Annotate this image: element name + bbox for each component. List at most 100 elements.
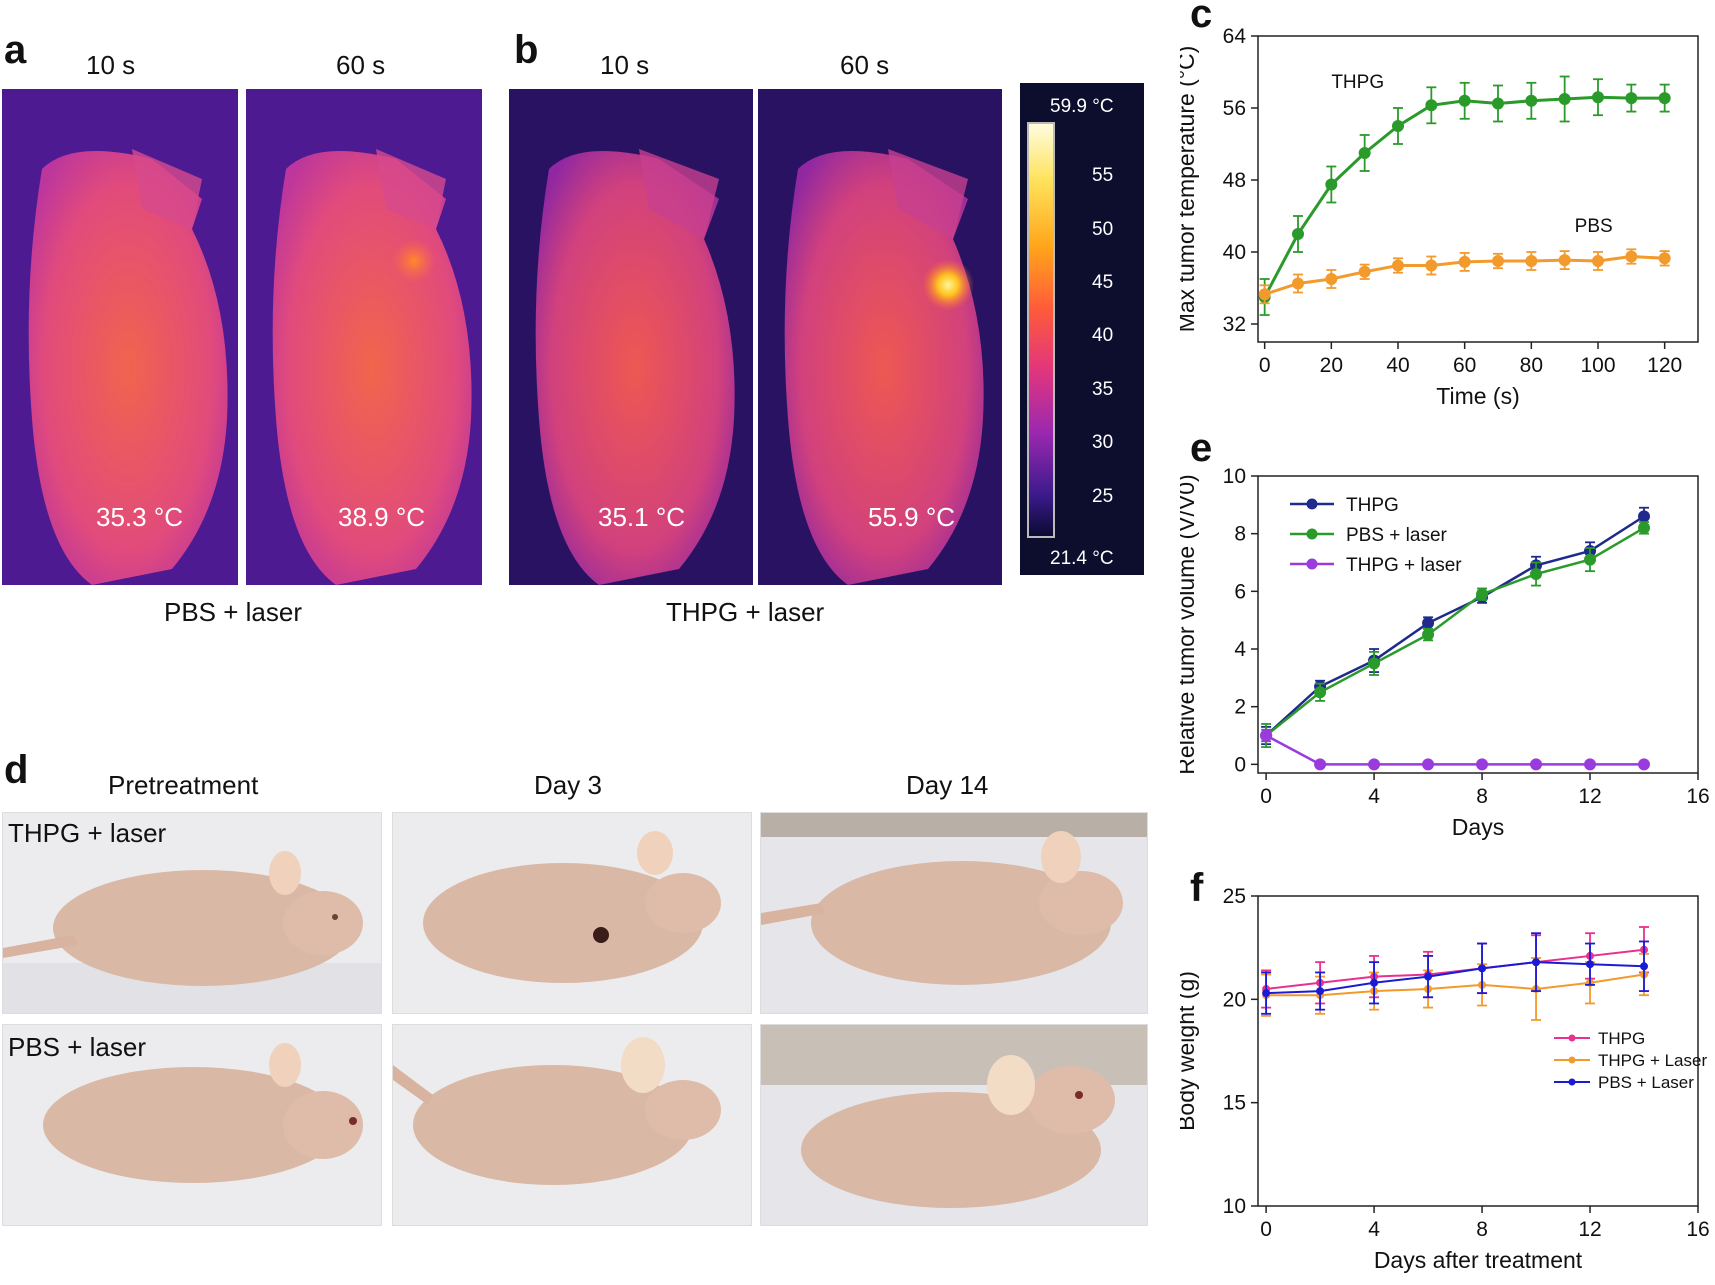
panel-d-column-label-3: Day 14 xyxy=(906,770,989,800)
x-tick-label: 120 xyxy=(1647,354,1682,377)
x-tick-label: 8 xyxy=(1476,785,1488,808)
data-point xyxy=(1424,972,1433,981)
panel-label-a: a xyxy=(4,28,27,72)
data-point xyxy=(1425,259,1438,272)
annotation-thpg: THPG xyxy=(1331,72,1384,93)
panel-d-row-label-2: PBS + laser xyxy=(8,1032,147,1062)
legend-label: THPG xyxy=(1598,1029,1645,1048)
data-point xyxy=(1314,686,1327,699)
panel-b-temp-label-2: 55.9 °C xyxy=(868,502,956,532)
x-tick-label: 12 xyxy=(1578,785,1601,808)
data-point xyxy=(1260,729,1273,742)
legend-marker xyxy=(1306,558,1318,570)
x-axis-label: Time (s) xyxy=(1436,383,1519,409)
data-point xyxy=(1658,252,1671,265)
data-point xyxy=(1358,147,1371,159)
data-point xyxy=(1458,94,1471,107)
data-point xyxy=(1422,758,1435,771)
data-point xyxy=(1458,255,1471,268)
y-tick-label: 64 xyxy=(1223,25,1247,48)
series-line xyxy=(1265,526,1645,737)
thermal-image-thpg-10s xyxy=(509,89,753,585)
x-tick-label: 4 xyxy=(1368,1218,1380,1241)
y-axis-label: Body weight (g) xyxy=(1180,971,1199,1131)
data-point xyxy=(1325,178,1338,191)
y-tick-label: 15 xyxy=(1223,1092,1246,1115)
data-point xyxy=(1638,521,1651,534)
colorbar-tick: 35 xyxy=(1092,379,1114,400)
legend-marker xyxy=(1568,1034,1576,1042)
colorbar-tick: 55 xyxy=(1092,165,1114,186)
data-point xyxy=(1368,657,1381,670)
legend-marker xyxy=(1306,498,1318,510)
data-point xyxy=(1525,255,1538,267)
mouse-photo-pbs-day3 xyxy=(392,1024,752,1226)
data-point xyxy=(1640,962,1649,971)
data-point xyxy=(1525,94,1538,107)
panel-a-temp-label-2: 38.9 °C xyxy=(338,502,426,532)
data-point xyxy=(1592,91,1604,104)
mouse-photo-thpg-day14 xyxy=(760,812,1148,1014)
data-point xyxy=(1625,250,1638,263)
data-point xyxy=(1425,99,1438,112)
data-point xyxy=(1358,265,1371,278)
legend-marker xyxy=(1306,528,1318,540)
series-line xyxy=(1266,973,1645,997)
y-axis-label: Relative tumor volume (V/V0) xyxy=(1180,474,1199,774)
data-point xyxy=(1530,568,1543,581)
data-point xyxy=(1292,277,1304,290)
panel-b-time-label-1: 10 s xyxy=(600,50,650,80)
panel-label-e: e xyxy=(1190,426,1213,470)
panel-label-f: f xyxy=(1190,866,1204,910)
chart-frame xyxy=(1257,475,1699,774)
series-line xyxy=(1265,948,1645,990)
data-point xyxy=(1258,288,1271,301)
panel-b-temp-label-1: 35.1 °C xyxy=(598,502,686,532)
data-point xyxy=(1584,553,1597,566)
data-point xyxy=(1532,958,1541,967)
legend-label: PBS + laser xyxy=(1346,525,1448,546)
panel-d-row-label-1: THPG + laser xyxy=(8,818,167,848)
data-point xyxy=(1392,120,1404,132)
y-axis-label: Max tumor temperature (°C) xyxy=(1180,46,1199,333)
thermal-image-pbs-60s xyxy=(246,89,482,585)
x-tick-label: 16 xyxy=(1686,1218,1709,1241)
mouse-photo-pbs-day14 xyxy=(760,1024,1148,1226)
colorbar-min-label: 21.4 °C xyxy=(1050,548,1114,569)
series-line xyxy=(1265,515,1645,737)
legend-marker xyxy=(1568,1078,1576,1086)
data-point xyxy=(1584,758,1597,771)
x-tick-label: 0 xyxy=(1259,354,1271,377)
data-point xyxy=(1325,273,1338,285)
panel-label-d: d xyxy=(4,748,29,792)
panel-b-time-label-2: 60 s xyxy=(840,50,890,80)
y-tick-label: 10 xyxy=(1223,465,1246,488)
y-tick-label: 25 xyxy=(1223,885,1246,908)
data-point xyxy=(1292,228,1304,240)
x-tick-label: 0 xyxy=(1260,785,1272,808)
data-point xyxy=(1478,964,1487,973)
y-tick-label: 2 xyxy=(1234,696,1246,719)
x-tick-label: 8 xyxy=(1476,1218,1488,1241)
data-point xyxy=(1314,758,1327,771)
series-line xyxy=(1265,734,1645,766)
data-point xyxy=(1530,758,1543,771)
y-tick-label: 6 xyxy=(1234,580,1246,603)
y-tick-label: 20 xyxy=(1223,988,1246,1011)
legend-label: PBS + Laser xyxy=(1598,1073,1694,1092)
panel-a-temp-label-1: 35.3 °C xyxy=(96,502,184,532)
panel-label-b: b xyxy=(514,28,539,72)
colorbar-tick: 40 xyxy=(1092,325,1114,346)
colorbar-max-label: 59.9 °C xyxy=(1050,96,1114,117)
chart-panel-f: 0 4 8 12 16 10 15 20 25 Days after treatment Body … xyxy=(1180,885,1710,1273)
data-point xyxy=(1368,758,1381,771)
y-tick-label: 8 xyxy=(1234,523,1246,546)
chart-panel-e: 0 4 8 12 16 0 2 4 6 8 10 Days Relative tumor volume … xyxy=(1180,465,1710,840)
data-point xyxy=(1316,987,1325,996)
x-tick-label: 60 xyxy=(1453,354,1476,377)
panel-a-time-label-2: 60 s xyxy=(336,50,386,80)
y-tick-label: 32 xyxy=(1223,313,1246,336)
x-axis-label: Days xyxy=(1452,814,1504,840)
legend-label: THPG xyxy=(1346,495,1399,516)
data-point xyxy=(1492,255,1504,267)
